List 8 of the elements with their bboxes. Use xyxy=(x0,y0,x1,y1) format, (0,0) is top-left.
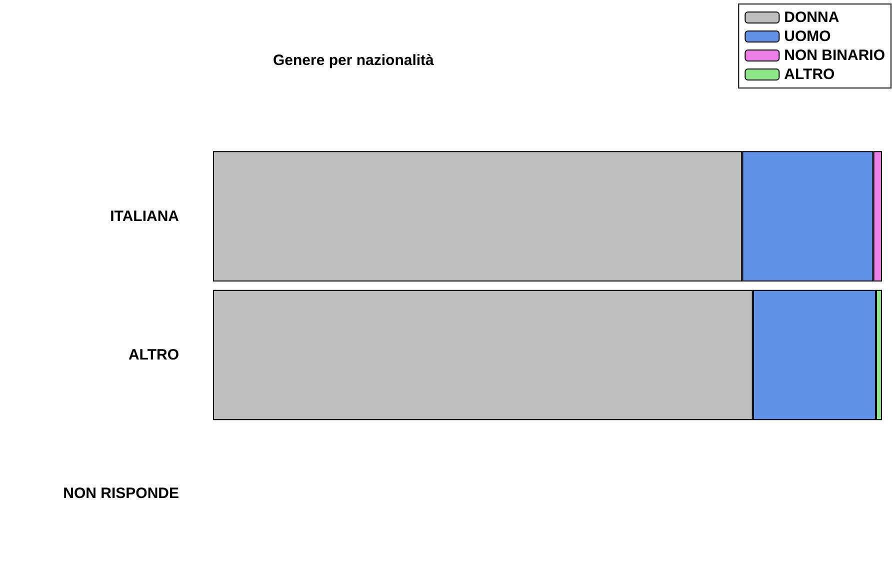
y-tick-label: NON RISPONDE xyxy=(63,485,179,502)
legend-label: NON BINARIO xyxy=(784,47,886,64)
y-tick-label: ALTRO xyxy=(128,346,180,364)
y-tick-label: ITALIANA xyxy=(110,208,180,225)
legend-label: DONNA xyxy=(784,9,840,26)
legend-label: UOMO xyxy=(784,28,832,45)
chart-title: Genere per nazionalità xyxy=(273,52,435,69)
legend-label: ALTRO xyxy=(784,66,836,83)
